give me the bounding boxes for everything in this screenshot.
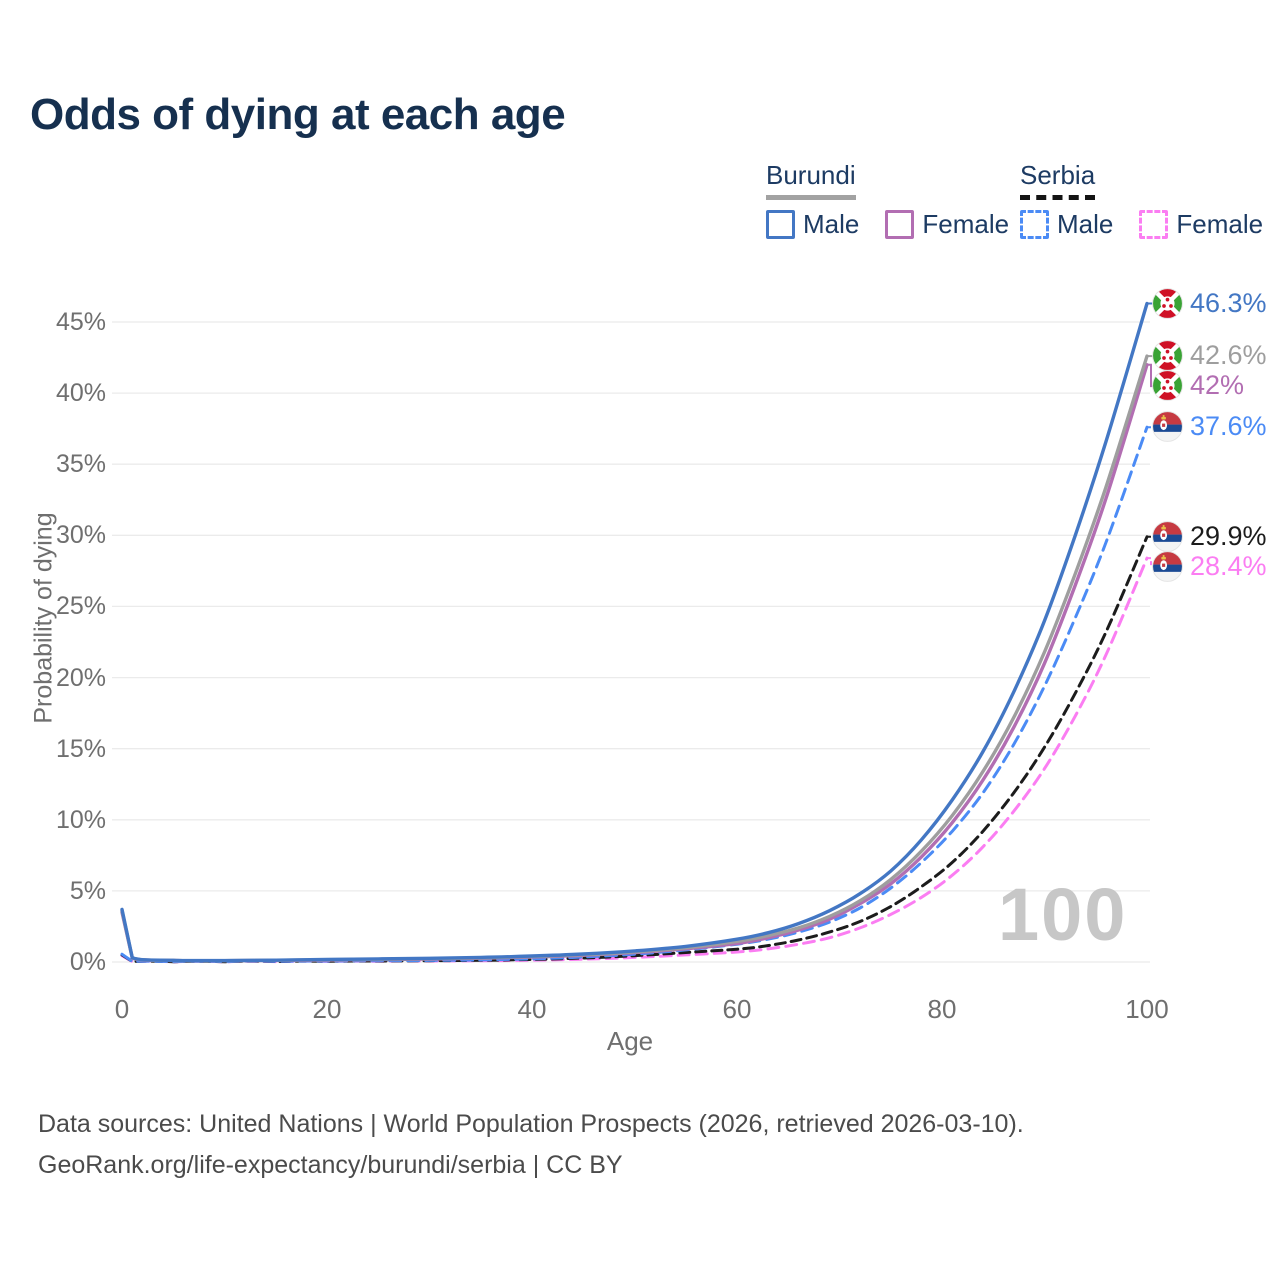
y-tick-label: 25%	[55, 592, 106, 621]
series-line-burundi-female[interactable]	[120, 363, 1149, 963]
end-label-serbia-female: 28.4%	[1152, 551, 1267, 582]
legend-label: Female	[922, 209, 1010, 239]
legend-label: Female	[1176, 209, 1264, 239]
legend-items-serbia: Male Female	[1020, 209, 1263, 240]
end-label-burundi-female: 42%	[1152, 370, 1245, 402]
y-tick-label: 20%	[55, 663, 106, 692]
y-axis-title: Probability of dying	[29, 512, 58, 724]
x-tick-label: 20	[312, 994, 342, 1024]
footer: Data sources: United Nations | World Pop…	[38, 1104, 1024, 1186]
legend-title-serbia: Serbia	[1020, 160, 1096, 200]
x-tick-label: 0	[114, 994, 130, 1024]
end-label-value: 28.4%	[1190, 550, 1267, 581]
footer-attribution: GeoRank.org/life-expectancy/burundi/serb…	[38, 1151, 623, 1179]
x-tick-label: 80	[927, 994, 957, 1024]
series-line-serbia-male[interactable]	[120, 425, 1149, 964]
y-tick-label: 5%	[69, 876, 106, 905]
legend-item-burundi-female[interactable]: Female	[885, 209, 1009, 240]
serbia-female-swatch-icon	[1139, 210, 1169, 239]
end-label-value: 37.6%	[1190, 411, 1267, 442]
age-watermark: 100	[998, 873, 1128, 956]
series-line-burundi-male[interactable]	[120, 301, 1149, 963]
footer-data-sources: Data sources: United Nations | World Pop…	[38, 1110, 1024, 1138]
legend-title-burundi: Burundi	[766, 160, 856, 200]
x-tick-label: 40	[517, 994, 547, 1024]
y-tick-label: 35%	[55, 450, 106, 479]
end-label-burundi-male: 46.3%	[1152, 288, 1267, 319]
burundi-female-swatch-icon	[885, 210, 915, 239]
end-label-value: 42%	[1190, 370, 1245, 401]
serbia-flag-icon	[1152, 550, 1183, 582]
serbia-flag-icon	[1152, 411, 1183, 443]
legend-label: Male	[803, 209, 860, 239]
serbia-male-swatch-icon	[1020, 210, 1049, 239]
end-label-serbia-male: 37.6%	[1152, 411, 1267, 443]
end-label-value: 42.6%	[1190, 340, 1267, 371]
series-line-serbia-female[interactable]	[120, 556, 1149, 964]
end-label-burundi-all: 42.6%	[1152, 340, 1267, 372]
legend-group-burundi: Burundi Male Female	[766, 160, 1009, 240]
burundi-flag-icon	[1152, 287, 1183, 319]
y-tick-label: 0%	[69, 948, 106, 976]
serbia-flag-icon	[1152, 520, 1183, 552]
series-line-burundi-all[interactable]	[120, 354, 1149, 963]
y-tick-label: 40%	[55, 379, 106, 408]
burundi-flag-icon	[1152, 370, 1183, 402]
x-axis-title: Age	[606, 1026, 654, 1056]
legend-item-serbia-male[interactable]: Male	[1020, 209, 1113, 240]
page-title: Odds of dying at each age	[30, 90, 566, 139]
y-tick-label: 45%	[55, 308, 106, 336]
legend-label: Male	[1057, 209, 1114, 239]
y-tick-label: 30%	[55, 521, 106, 550]
end-label-serbia-all: 29.9%	[1152, 521, 1267, 552]
end-label-value: 29.9%	[1190, 520, 1267, 551]
burundi-flag-icon	[1152, 340, 1183, 372]
end-label-value: 46.3%	[1190, 287, 1267, 318]
y-tick-label: 15%	[55, 734, 106, 763]
legend-item-burundi-male[interactable]: Male	[766, 209, 859, 240]
burundi-male-swatch-icon	[766, 210, 795, 239]
legend-items-burundi: Male Female	[766, 209, 1009, 240]
legend-item-serbia-female[interactable]: Female	[1139, 209, 1263, 240]
y-tick-label: 10%	[55, 805, 106, 834]
x-tick-label: 100	[1125, 994, 1169, 1024]
legend-group-serbia: Serbia Male Female	[1020, 160, 1263, 240]
x-tick-label: 60	[722, 994, 752, 1024]
